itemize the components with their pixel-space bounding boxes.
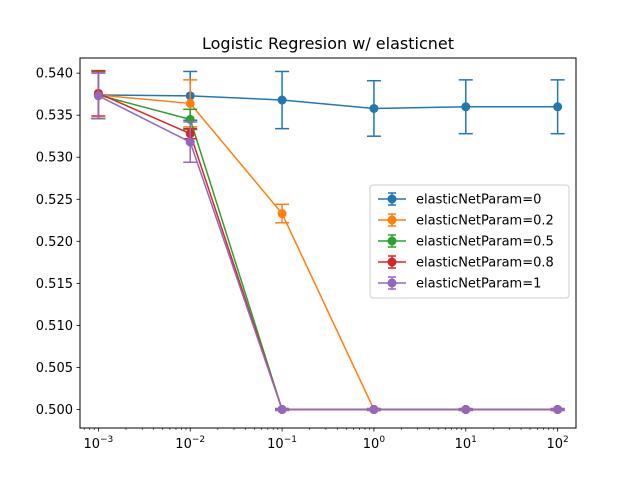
data-point bbox=[185, 98, 195, 108]
chart-title: Logistic Regresion w/ elasticnet bbox=[202, 34, 454, 53]
legend: elasticNetParam=0 elasticNetParam=0.2 elas… bbox=[369, 184, 570, 299]
legend-swatch-marker bbox=[387, 236, 397, 246]
y-tick-label-1: 0.505 bbox=[36, 361, 73, 376]
series-line-4 bbox=[98, 95, 558, 411]
y-tick-label-0: 0.500 bbox=[36, 403, 73, 418]
series-4 bbox=[91, 72, 565, 414]
data-point bbox=[369, 405, 379, 414]
legend-swatch-marker bbox=[387, 257, 397, 267]
y-axis: 0.500 0.505 0.510 0.515 0.520 0.525 0.530 0.535… bbox=[36, 67, 80, 418]
plot-marks bbox=[91, 69, 565, 414]
x-tick-label-1: 10−2 bbox=[175, 435, 205, 452]
x-tick-label-4: 101 bbox=[455, 435, 477, 452]
data-point bbox=[553, 405, 563, 414]
x-tick-label-3: 100 bbox=[363, 435, 386, 452]
y-tick-label-2: 0.510 bbox=[36, 319, 73, 334]
data-point bbox=[553, 102, 563, 112]
legend-item-4: elasticNetParam=1 bbox=[378, 276, 541, 292]
y-tick-label-4: 0.520 bbox=[36, 235, 73, 250]
data-point bbox=[277, 405, 287, 414]
legend-item-1: elasticNetParam=0.2 bbox=[378, 213, 554, 229]
data-point bbox=[461, 405, 471, 414]
data-point bbox=[277, 209, 287, 219]
legend-label-3: elasticNetParam=0.8 bbox=[416, 256, 554, 271]
x-tick-label-2: 10−1 bbox=[267, 435, 297, 452]
y-tick-label-3: 0.515 bbox=[36, 277, 73, 292]
data-point bbox=[461, 102, 471, 112]
legend-swatch-marker bbox=[387, 194, 397, 204]
y-tick-label-7: 0.535 bbox=[36, 109, 73, 124]
legend-swatch-marker bbox=[387, 215, 397, 225]
data-point bbox=[93, 91, 103, 101]
legend-label-4: elasticNetParam=1 bbox=[416, 277, 541, 292]
legend-label-2: elasticNetParam=0.5 bbox=[416, 235, 554, 250]
plot-frame bbox=[79, 57, 577, 429]
data-point bbox=[185, 137, 195, 147]
legend-label-1: elasticNetParam=0.2 bbox=[416, 214, 554, 229]
y-tick-label-8: 0.540 bbox=[36, 67, 73, 82]
x-tick-label-0: 10−3 bbox=[83, 435, 113, 452]
legend-item-3: elasticNetParam=0.8 bbox=[378, 255, 554, 271]
series-line-0 bbox=[98, 94, 558, 110]
series-0 bbox=[91, 70, 565, 137]
legend-label-0: elasticNetParam=0 bbox=[416, 193, 541, 208]
x-axis: 10−3 10−2 10−1 100 101 102 bbox=[83, 428, 569, 452]
legend-box bbox=[369, 184, 570, 299]
x-tick-label-5: 102 bbox=[546, 435, 568, 452]
legend-swatch-marker bbox=[387, 278, 397, 288]
legend-item-0: elasticNetParam=0 bbox=[378, 192, 541, 208]
y-tick-label-6: 0.530 bbox=[36, 151, 73, 166]
legend-item-2: elasticNetParam=0.5 bbox=[378, 234, 554, 250]
data-point bbox=[277, 95, 287, 105]
data-point bbox=[369, 103, 379, 113]
y-tick-label-5: 0.525 bbox=[36, 193, 73, 208]
